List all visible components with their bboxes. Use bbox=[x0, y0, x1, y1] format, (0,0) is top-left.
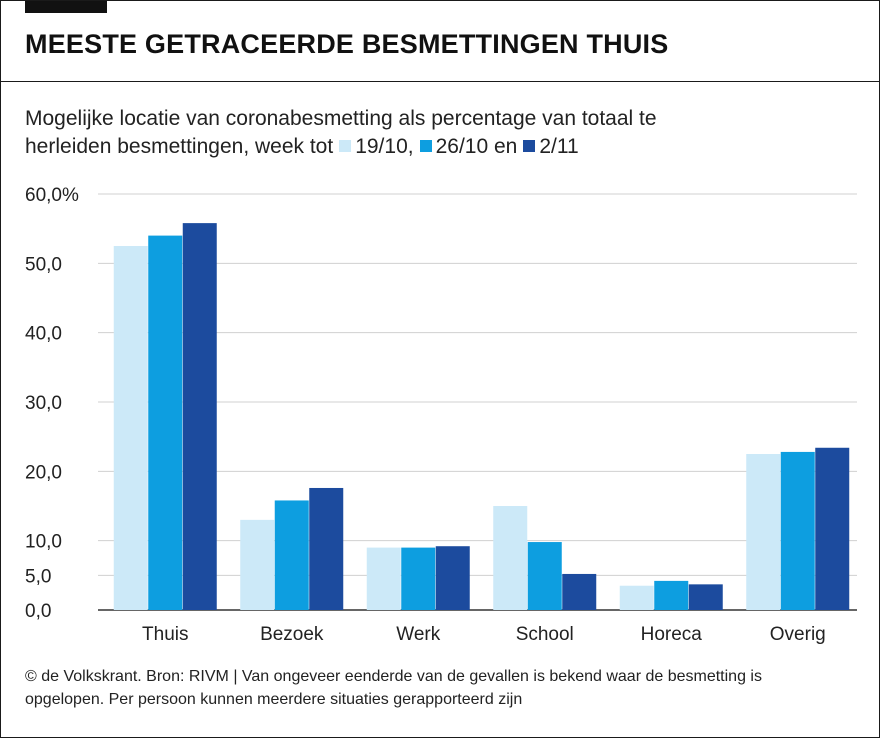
brand-bar bbox=[25, 1, 107, 13]
bar-thuis-2-11 bbox=[182, 223, 217, 610]
subtitle-line-2-text: herleiden besmettingen, week tot bbox=[25, 135, 334, 158]
chart-subtitle: Mogelijke locatie van coronabesmetting a… bbox=[25, 105, 865, 161]
bar-horeca-2-11 bbox=[688, 584, 723, 610]
bar-overig-19-10 bbox=[746, 454, 781, 610]
legend-swatch-2-11 bbox=[523, 140, 536, 152]
title-divider bbox=[1, 81, 879, 82]
source-note-line-1: © de Volkskrant. Bron: RIVM | Van ongeve… bbox=[25, 668, 762, 685]
x-tick-label-horeca: Horeca bbox=[641, 624, 703, 645]
source-note-line-2: opgelopen. Per persoon kunnen meerdere s… bbox=[25, 691, 523, 708]
bar-school-26-10 bbox=[527, 542, 562, 610]
y-axis-tick-labels: 0,0 5,0 10,0 20,0 30,0 40,0 50,0 60,0% bbox=[25, 185, 79, 622]
y-tick-label: 10,0 bbox=[25, 532, 62, 553]
bar-thuis-19-10 bbox=[113, 246, 148, 610]
bar-school-19-10 bbox=[493, 506, 528, 610]
bar-werk-2-11 bbox=[435, 546, 470, 610]
x-tick-label-thuis: Thuis bbox=[142, 624, 188, 645]
y-tick-label: 40,0 bbox=[25, 324, 62, 345]
subtitle-line-1: Mogelijke locatie van coronabesmetting a… bbox=[25, 107, 657, 130]
legend-label-19-10: 19/10, bbox=[355, 135, 414, 158]
bar-overig-26-10 bbox=[780, 451, 815, 610]
y-tick-label: 20,0 bbox=[25, 462, 62, 483]
bar-thuis-26-10 bbox=[148, 235, 183, 610]
y-tick-label: 50,0 bbox=[25, 254, 62, 275]
x-tick-label-bezoek: Bezoek bbox=[260, 624, 324, 645]
y-tick-label: 5,0 bbox=[25, 566, 51, 587]
bar-horeca-26-10 bbox=[654, 580, 689, 610]
y-tick-label: 30,0 bbox=[25, 393, 62, 414]
bar-werk-19-10 bbox=[366, 547, 401, 610]
x-axis-category-labels: Thuis Bezoek Werk School Horeca Overig bbox=[142, 624, 826, 645]
x-tick-label-school: School bbox=[516, 624, 574, 645]
legend-swatch-19-10 bbox=[339, 140, 352, 152]
bar-school-2-11 bbox=[562, 573, 597, 610]
subtitle-line-2: herleiden besmettingen, week tot 19/10, 26… bbox=[25, 133, 865, 161]
gridlines bbox=[98, 193, 857, 611]
bar-chart: 0,0 5,0 10,0 20,0 30,0 40,0 50,0 60,0% Thuis Bez… bbox=[25, 185, 857, 645]
x-tick-label-werk: Werk bbox=[396, 624, 440, 645]
bar-bezoek-26-10 bbox=[274, 500, 309, 610]
legend-swatch-26-10 bbox=[419, 140, 432, 152]
bar-horeca-19-10 bbox=[619, 585, 654, 610]
source-note: © de Volkskrant. Bron: RIVM | Van ongeve… bbox=[25, 665, 865, 711]
legend-label-2-11: 2/11 bbox=[539, 135, 579, 158]
x-tick-label-overig: Overig bbox=[770, 624, 826, 645]
bar-bezoek-19-10 bbox=[240, 519, 275, 610]
bars bbox=[113, 223, 850, 610]
bar-bezoek-2-11 bbox=[309, 487, 344, 610]
bar-werk-26-10 bbox=[401, 547, 436, 610]
y-tick-label: 0,0 bbox=[25, 601, 51, 622]
y-tick-label: 60,0% bbox=[25, 185, 79, 206]
legend-label-26-10: 26/10 en bbox=[435, 135, 518, 158]
chart-title: MEESTE GETRACEERDE BESMETTINGEN THUIS bbox=[25, 29, 669, 59]
bar-overig-2-11 bbox=[815, 447, 850, 610]
